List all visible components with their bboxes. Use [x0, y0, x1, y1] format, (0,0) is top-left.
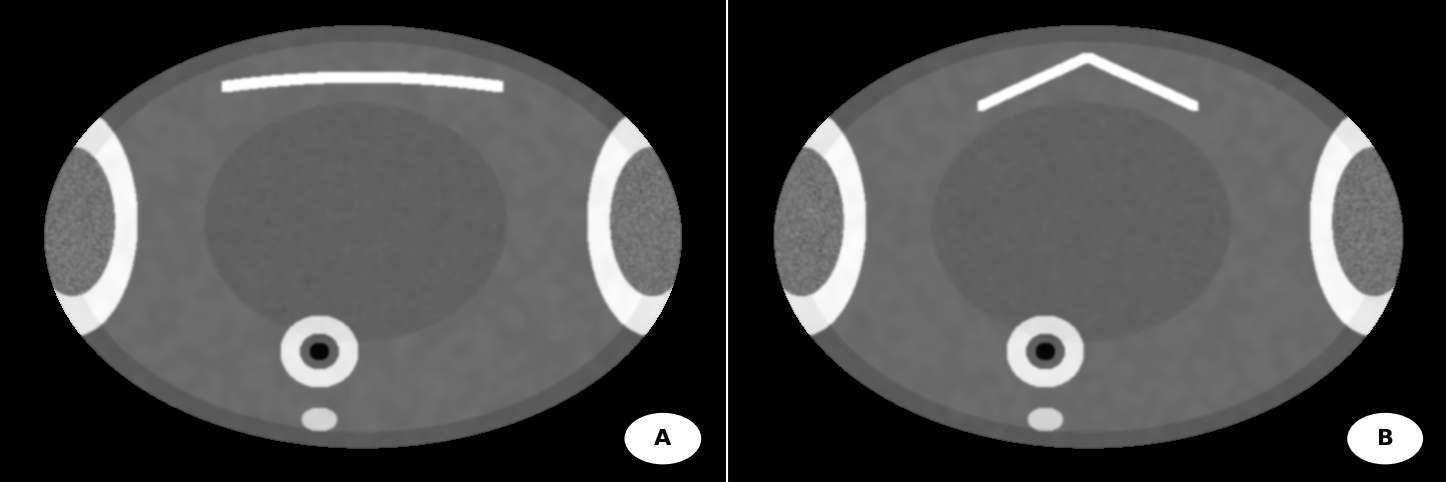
Text: B: B	[1377, 428, 1394, 449]
Circle shape	[625, 414, 700, 464]
Text: A: A	[654, 428, 671, 449]
Circle shape	[1348, 414, 1423, 464]
